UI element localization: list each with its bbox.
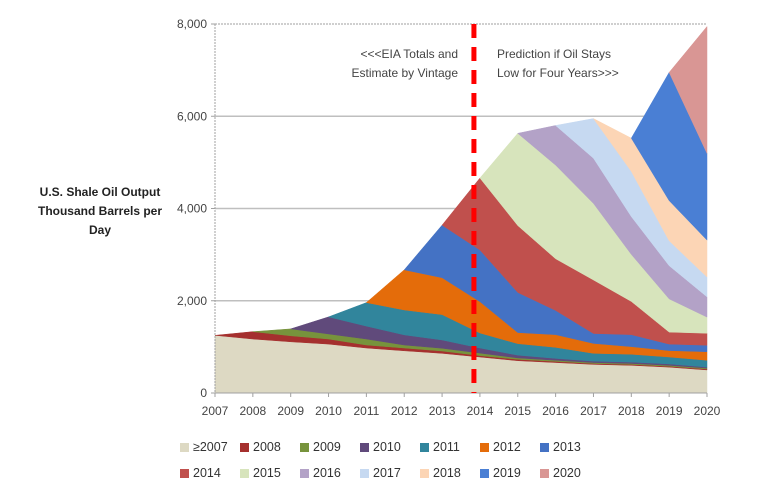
- x-tick-label: 2018: [618, 404, 645, 418]
- legend-label: ≥2007: [193, 440, 228, 454]
- annotation-line: Prediction if Oil Stays: [497, 47, 612, 61]
- legend-item: 2015: [240, 466, 300, 480]
- legend-row: ≥2007 2008 2009 2010 2011 2012 2013: [180, 434, 600, 460]
- legend-swatch: [420, 468, 429, 478]
- legend: ≥2007 2008 2009 2010 2011 2012 2013 2014 2015 201…: [180, 434, 600, 486]
- x-tick-label: 2007: [202, 404, 229, 418]
- y-axis-label-line: Thousand Barrels per: [37, 204, 163, 218]
- y-tick-label: 0: [200, 386, 207, 400]
- legend-label: 2017: [373, 466, 401, 480]
- legend-item: 2014: [180, 466, 240, 480]
- legend-label: 2020: [553, 466, 581, 480]
- annotation-line: <<<EIA Totals and: [360, 47, 458, 61]
- y-tick-label: 8,000: [177, 17, 207, 31]
- legend-item: 2017: [360, 466, 420, 480]
- legend-label: 2016: [313, 466, 341, 480]
- legend-label: 2015: [253, 466, 281, 480]
- legend-label: 2008: [253, 440, 281, 454]
- legend-item: 2020: [540, 466, 600, 480]
- x-tick-label: 2014: [467, 404, 494, 418]
- legend-swatch: [300, 442, 309, 452]
- legend-label: 2009: [313, 440, 341, 454]
- x-tick-label: 2015: [504, 404, 531, 418]
- legend-item: 2012: [480, 440, 540, 454]
- x-tick-label: 2016: [542, 404, 569, 418]
- legend-label: 2019: [493, 466, 521, 480]
- legend-label: 2013: [553, 440, 581, 454]
- y-axis-label: U.S. Shale Oil Output Thousand Barrels p…: [20, 183, 180, 240]
- x-tick-label: 2010: [315, 404, 342, 418]
- annotation-historical: <<<EIA Totals and Estimate by Vintage: [300, 45, 458, 83]
- x-tick-label: 2013: [429, 404, 456, 418]
- axes: [211, 23, 708, 397]
- legend-item: 2019: [480, 466, 540, 480]
- legend-swatch: [180, 468, 189, 478]
- legend-item: ≥2007: [180, 440, 240, 454]
- legend-label: 2011: [433, 440, 460, 454]
- legend-row: 2014 2015 2016 2017 2018 2019 2020: [180, 460, 600, 486]
- annotation-line: Low for Four Years>>>: [497, 66, 619, 80]
- legend-swatch: [480, 442, 489, 452]
- legend-item: 2009: [300, 440, 360, 454]
- legend-swatch: [360, 442, 369, 452]
- y-axis-label-line: Day: [88, 223, 111, 237]
- x-tick-label: 2020: [694, 404, 721, 418]
- legend-swatch: [240, 468, 249, 478]
- x-tick-label: 2008: [239, 404, 266, 418]
- legend-swatch: [240, 442, 249, 452]
- stacked-areas: [214, 25, 708, 394]
- area-series-2020: [668, 25, 708, 154]
- legend-label: 2018: [433, 466, 461, 480]
- x-tick-labels: 2007 2008 2009 2010 2011 2012 2013 2014 2015 2016…: [202, 404, 721, 418]
- legend-label: 2010: [373, 440, 401, 454]
- legend-item: 2008: [240, 440, 300, 454]
- annotation-line: Estimate by Vintage: [351, 66, 458, 80]
- x-tick-label: 2019: [656, 404, 683, 418]
- legend-swatch: [180, 442, 189, 452]
- legend-item: 2011: [420, 440, 480, 454]
- legend-item: 2013: [540, 440, 600, 454]
- y-tick-label: 6,000: [177, 109, 207, 123]
- legend-swatch: [420, 442, 429, 452]
- area-series-2019: [631, 71, 708, 241]
- legend-item: 2016: [300, 466, 360, 480]
- legend-item: 2018: [420, 466, 480, 480]
- y-tick-label: 2,000: [177, 294, 207, 308]
- y-axis-label-line: U.S. Shale Oil Output: [39, 185, 161, 199]
- legend-item: 2010: [360, 440, 420, 454]
- x-tick-label: 2012: [391, 404, 418, 418]
- legend-swatch: [480, 468, 489, 478]
- annotation-prediction: Prediction if Oil Stays Low for Four Yea…: [497, 45, 697, 83]
- legend-label: 2014: [193, 466, 221, 480]
- legend-label: 2012: [493, 440, 521, 454]
- legend-swatch: [540, 442, 549, 452]
- legend-swatch: [300, 468, 309, 478]
- x-tick-label: 2009: [277, 404, 304, 418]
- x-tick-label: 2017: [580, 404, 607, 418]
- y-tick-label: 4,000: [177, 202, 207, 216]
- y-tick-labels: 0 2,000 4,000 6,000 8,000: [177, 17, 207, 400]
- x-tick-label: 2011: [353, 404, 379, 418]
- legend-swatch: [540, 468, 549, 478]
- legend-swatch: [360, 468, 369, 478]
